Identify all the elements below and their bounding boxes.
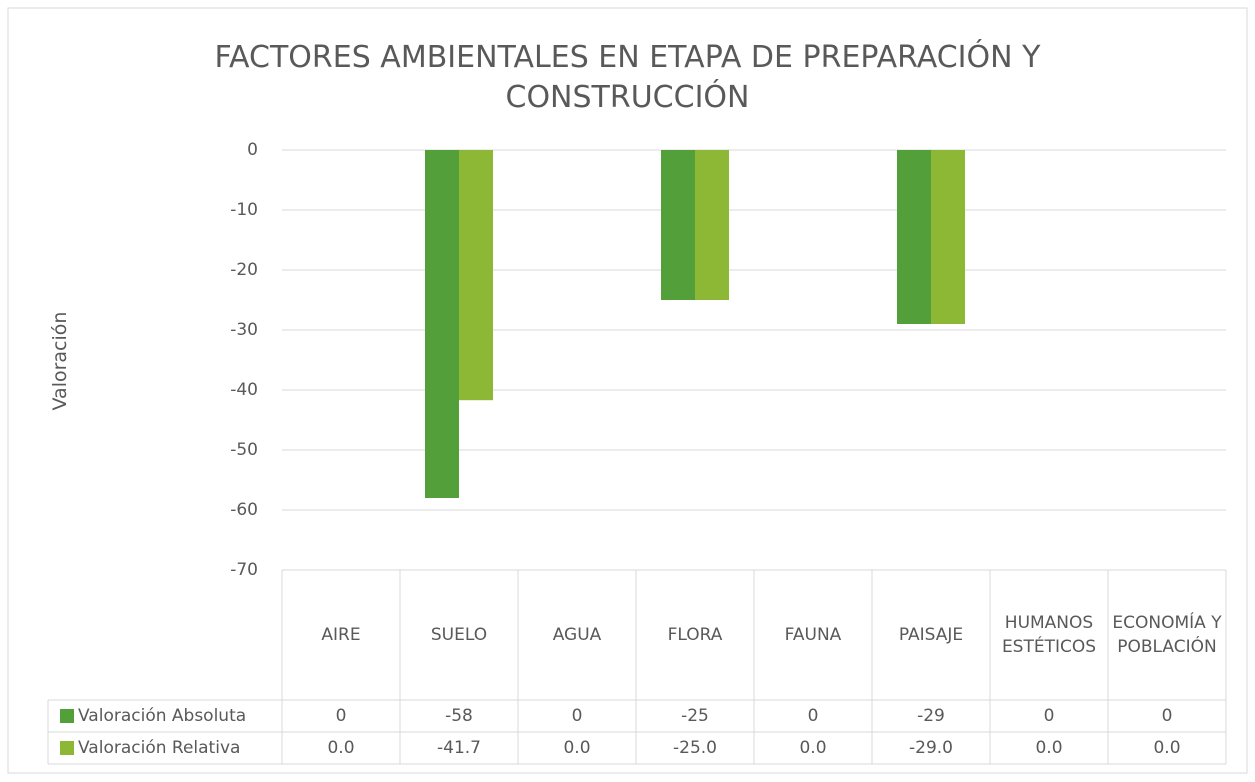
bar [425,150,459,498]
x-tick-label: AGUA [552,625,602,645]
data-table-value: 0 [571,706,583,726]
x-tick-label: SUELO [430,625,488,645]
bar [661,150,695,300]
data-table-value: -29.0 [909,738,953,758]
data-table-value: -58 [445,706,473,726]
y-tick-label: -40 [230,380,258,400]
y-tick-label: -70 [230,560,258,580]
data-table-value: -29 [917,706,945,726]
x-tick-label: ECONOMÍA Y POBLACIÓN [1112,613,1222,657]
bar [695,150,729,300]
data-table-value: 0 [1161,706,1173,726]
x-tick-label: FLORA [667,625,723,645]
legend-key [60,741,74,755]
data-table-value: 0.0 [1035,738,1063,758]
bar [459,150,493,401]
data-table-value: 0.0 [563,738,591,758]
data-table-value: 0.0 [327,738,355,758]
data-table-value: 0.0 [799,738,827,758]
y-tick-label: -60 [230,500,258,520]
bar [931,150,965,324]
x-tick-label: AIRE [321,625,361,645]
data-table-value: 0 [807,706,819,726]
x-tick-label: FAUNA [784,625,842,645]
chart-title: FACTORES AMBIENTALES EN ETAPA DE PREPARA… [214,40,1041,115]
y-axis-label: Valoración [49,311,71,411]
data-table-value: 0 [1043,706,1055,726]
legend-label: Valoración Absoluta [78,706,247,726]
bar [897,150,931,324]
data-table-value: -25 [681,706,709,726]
data-table-value: -41.7 [437,738,481,758]
data-table-value: -25.0 [673,738,717,758]
x-tick-label: PAISAJE [898,625,964,645]
data-table-value: 0.0 [1153,738,1181,758]
legend-label: Valoración Relativa [78,738,241,758]
y-tick-label: 0 [247,140,258,160]
data-table-value: 0 [335,706,347,726]
x-tick-label: HUMANOS ESTÉTICOS [1001,613,1097,657]
y-tick-label: -10 [230,200,258,220]
y-tick-label: -30 [230,320,258,340]
y-tick-label: -20 [230,260,258,280]
legend-key [60,709,74,723]
y-tick-label: -50 [230,440,258,460]
